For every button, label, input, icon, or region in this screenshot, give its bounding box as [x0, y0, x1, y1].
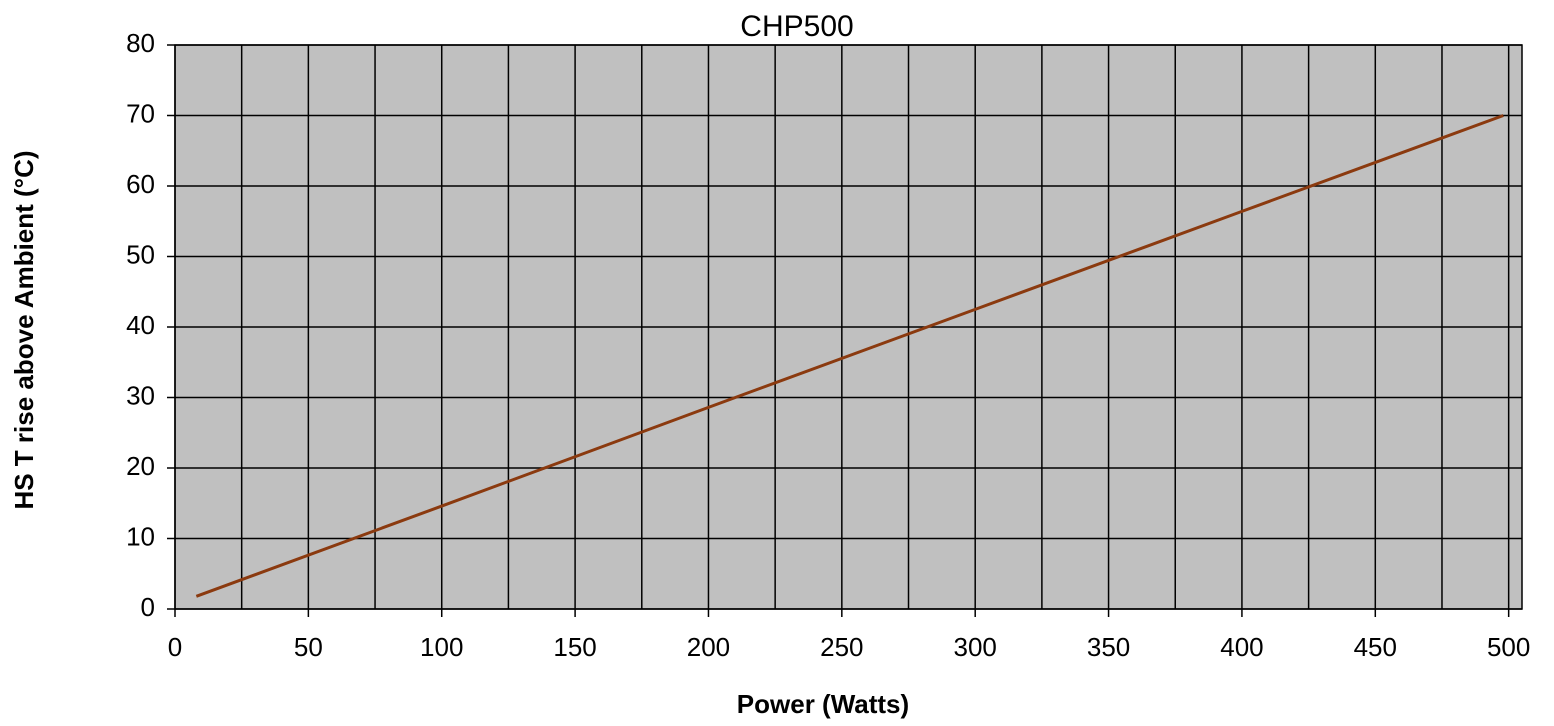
data-line — [195, 114, 1504, 598]
plot-border — [174, 44, 1523, 610]
y-tick-label: 20 — [126, 451, 155, 481]
x-tick-label: 50 — [294, 632, 323, 662]
y-tick-label: 60 — [126, 169, 155, 199]
y-tick-label: 40 — [126, 310, 155, 340]
y-axis-title: HS T rise above Ambient (°C) — [9, 150, 39, 509]
y-tick-label: 0 — [141, 592, 155, 622]
x-axis-title: Power (Watts) — [737, 689, 909, 719]
x-tick-label: 300 — [954, 632, 997, 662]
y-tick-label: 70 — [126, 98, 155, 128]
x-tick-label: 500 — [1487, 632, 1530, 662]
y-tick-label: 80 — [126, 28, 155, 58]
y-tick-label: 10 — [126, 521, 155, 551]
y-tick-label: 30 — [126, 380, 155, 410]
x-tick-label: 250 — [820, 632, 863, 662]
x-tick-label: 350 — [1087, 632, 1130, 662]
y-tick-label: 50 — [126, 239, 155, 269]
x-tick-label: 450 — [1354, 632, 1397, 662]
x-tick-label: 200 — [687, 632, 730, 662]
x-tick-label: 400 — [1220, 632, 1263, 662]
x-tick-label: 100 — [420, 632, 463, 662]
x-tick-label: 150 — [553, 632, 596, 662]
x-tick-label: 0 — [168, 632, 182, 662]
chart-title: CHP500 — [740, 10, 853, 43]
